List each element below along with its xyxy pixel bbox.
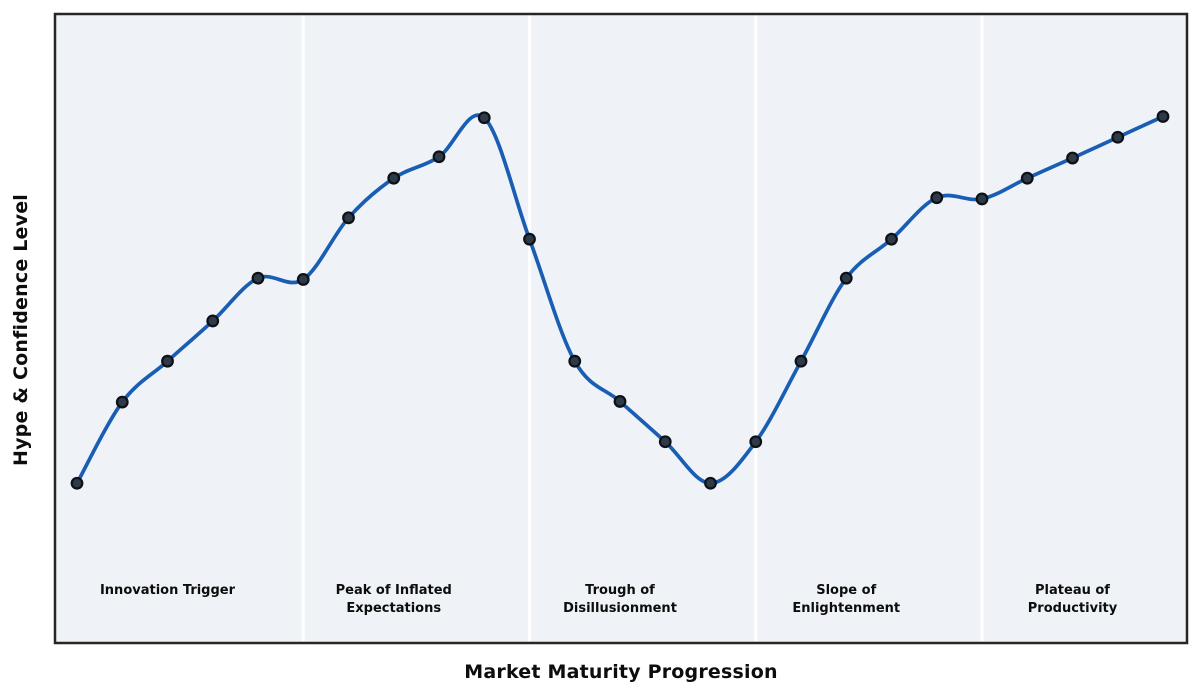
data-point-marker bbox=[930, 191, 944, 205]
y-axis-label: Hype & Confidence Level bbox=[10, 193, 32, 467]
data-point-marker bbox=[1111, 130, 1125, 144]
phase-label-trough-of-disillusionment: Trough of Disillusionment bbox=[563, 582, 677, 617]
data-point-marker bbox=[432, 150, 446, 164]
phase-label-line: Peak of Inflated bbox=[335, 583, 452, 598]
phase-label-line: Trough of bbox=[585, 583, 655, 598]
data-point-marker bbox=[975, 192, 989, 206]
data-point-marker bbox=[1156, 110, 1170, 123]
phase-label-line: Productivity bbox=[1027, 600, 1118, 616]
phase-label-innovation-trigger: Innovation Trigger bbox=[100, 582, 235, 600]
data-point-marker bbox=[296, 273, 310, 286]
data-point-marker bbox=[1066, 151, 1079, 165]
data-point-marker bbox=[885, 232, 898, 246]
data-point-marker bbox=[115, 395, 129, 409]
phase-label-line: Disillusionment bbox=[563, 600, 677, 616]
data-point-marker bbox=[206, 314, 220, 328]
data-point-marker bbox=[161, 354, 174, 368]
data-point-marker bbox=[1020, 171, 1034, 185]
data-point-marker bbox=[70, 476, 84, 490]
data-point-marker bbox=[839, 271, 853, 285]
phase-label-line: Expectations bbox=[346, 600, 442, 616]
data-point-marker bbox=[568, 354, 582, 368]
x-axis-label: Market Maturity Progression bbox=[464, 661, 778, 683]
phase-label-line: Plateau of bbox=[1035, 583, 1110, 598]
phase-label-plateau-of-productivity: Plateau of Productivity bbox=[1028, 582, 1117, 617]
data-point-marker bbox=[523, 232, 536, 246]
phase-label-line: Enlightenment bbox=[792, 600, 901, 616]
data-point-marker bbox=[477, 111, 491, 125]
phase-label-line: Slope of bbox=[816, 583, 877, 598]
data-point-marker bbox=[658, 435, 672, 449]
data-point-marker bbox=[342, 211, 355, 225]
data-point-marker bbox=[749, 435, 763, 449]
phase-label-peak-of-inflated-expectations: Peak of Inflated Expectations bbox=[336, 582, 452, 617]
plot-background bbox=[55, 14, 1187, 643]
plot-border bbox=[53, 12, 1189, 645]
data-point-marker bbox=[794, 354, 808, 368]
data-point-marker bbox=[387, 171, 401, 185]
data-point-marker bbox=[251, 271, 265, 285]
data-point-marker bbox=[613, 395, 627, 408]
phase-label-line: Innovation Trigger bbox=[99, 583, 236, 598]
data-point-marker bbox=[704, 476, 717, 490]
phase-label-slope-of-enlightenment: Slope of Enlightenment bbox=[792, 582, 900, 617]
